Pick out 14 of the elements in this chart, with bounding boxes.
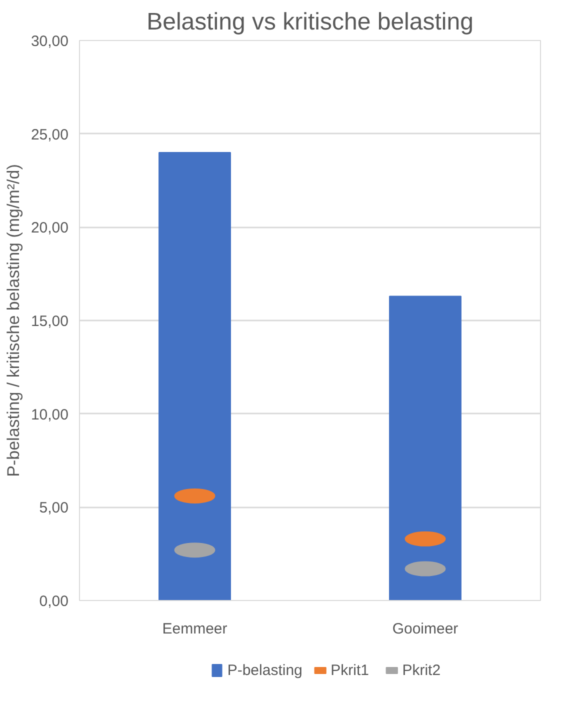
legend-label: Pkrit2 — [402, 662, 441, 679]
y-tick-label: 15,00 — [30, 313, 69, 330]
y-tick-label: 25,00 — [30, 126, 69, 144]
x-tick-label: Eemmeer — [162, 620, 228, 638]
y-tick-label: 5,00 — [39, 500, 69, 517]
y-tick-label: 0,00 — [39, 593, 69, 610]
legend-label: P-belasting — [227, 662, 302, 679]
y-axis-title: P-belasting / kritische belasting (mg/m²/d) — [4, 164, 23, 477]
y-tick-label: 20,00 — [30, 220, 69, 237]
y-tick-label: 30,00 — [30, 33, 69, 50]
chart-title: Belasting vs kritische belasting — [146, 8, 474, 36]
legend-label: Pkrit1 — [330, 662, 370, 679]
y-tick-label: 10,00 — [30, 406, 69, 424]
x-tick-label: Gooimeer — [392, 620, 458, 638]
